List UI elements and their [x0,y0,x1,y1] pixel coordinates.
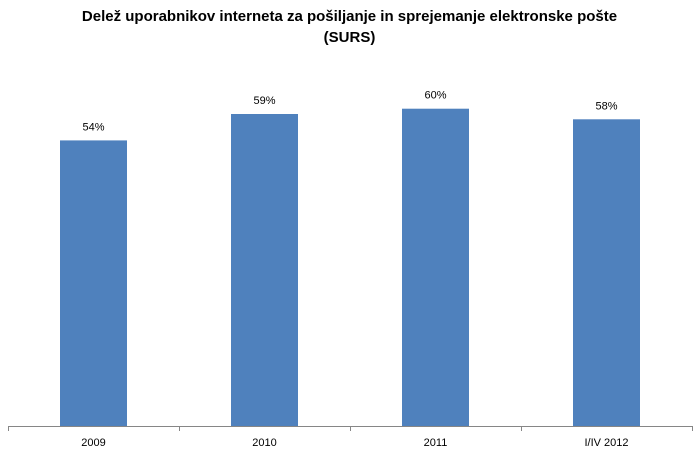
x-tick-label: 2010 [252,437,276,449]
data-label: 59% [253,95,275,107]
chart-subtitle: (SURS) [323,29,376,46]
chart-title: Delež uporabnikov interneta za pošiljanj… [0,6,699,48]
data-label: 60% [424,90,446,102]
bar-group [60,108,640,427]
data-label-group: 54% 59% 60% 58% [82,90,617,134]
data-label: 54% [82,121,104,133]
x-tick-label: I/IV 2012 [584,437,628,449]
bar [60,140,127,426]
bar [231,114,298,426]
bar [402,108,469,426]
data-label: 58% [595,100,617,112]
x-tick-label: 2011 [424,437,448,449]
bar [573,119,640,427]
chart-title-line: Delež uporabnikov interneta za pošiljanj… [81,8,618,25]
x-tick-label: 2009 [81,437,105,449]
x-axis: 2009 2010 2011 I/IV 2012 [8,426,693,449]
